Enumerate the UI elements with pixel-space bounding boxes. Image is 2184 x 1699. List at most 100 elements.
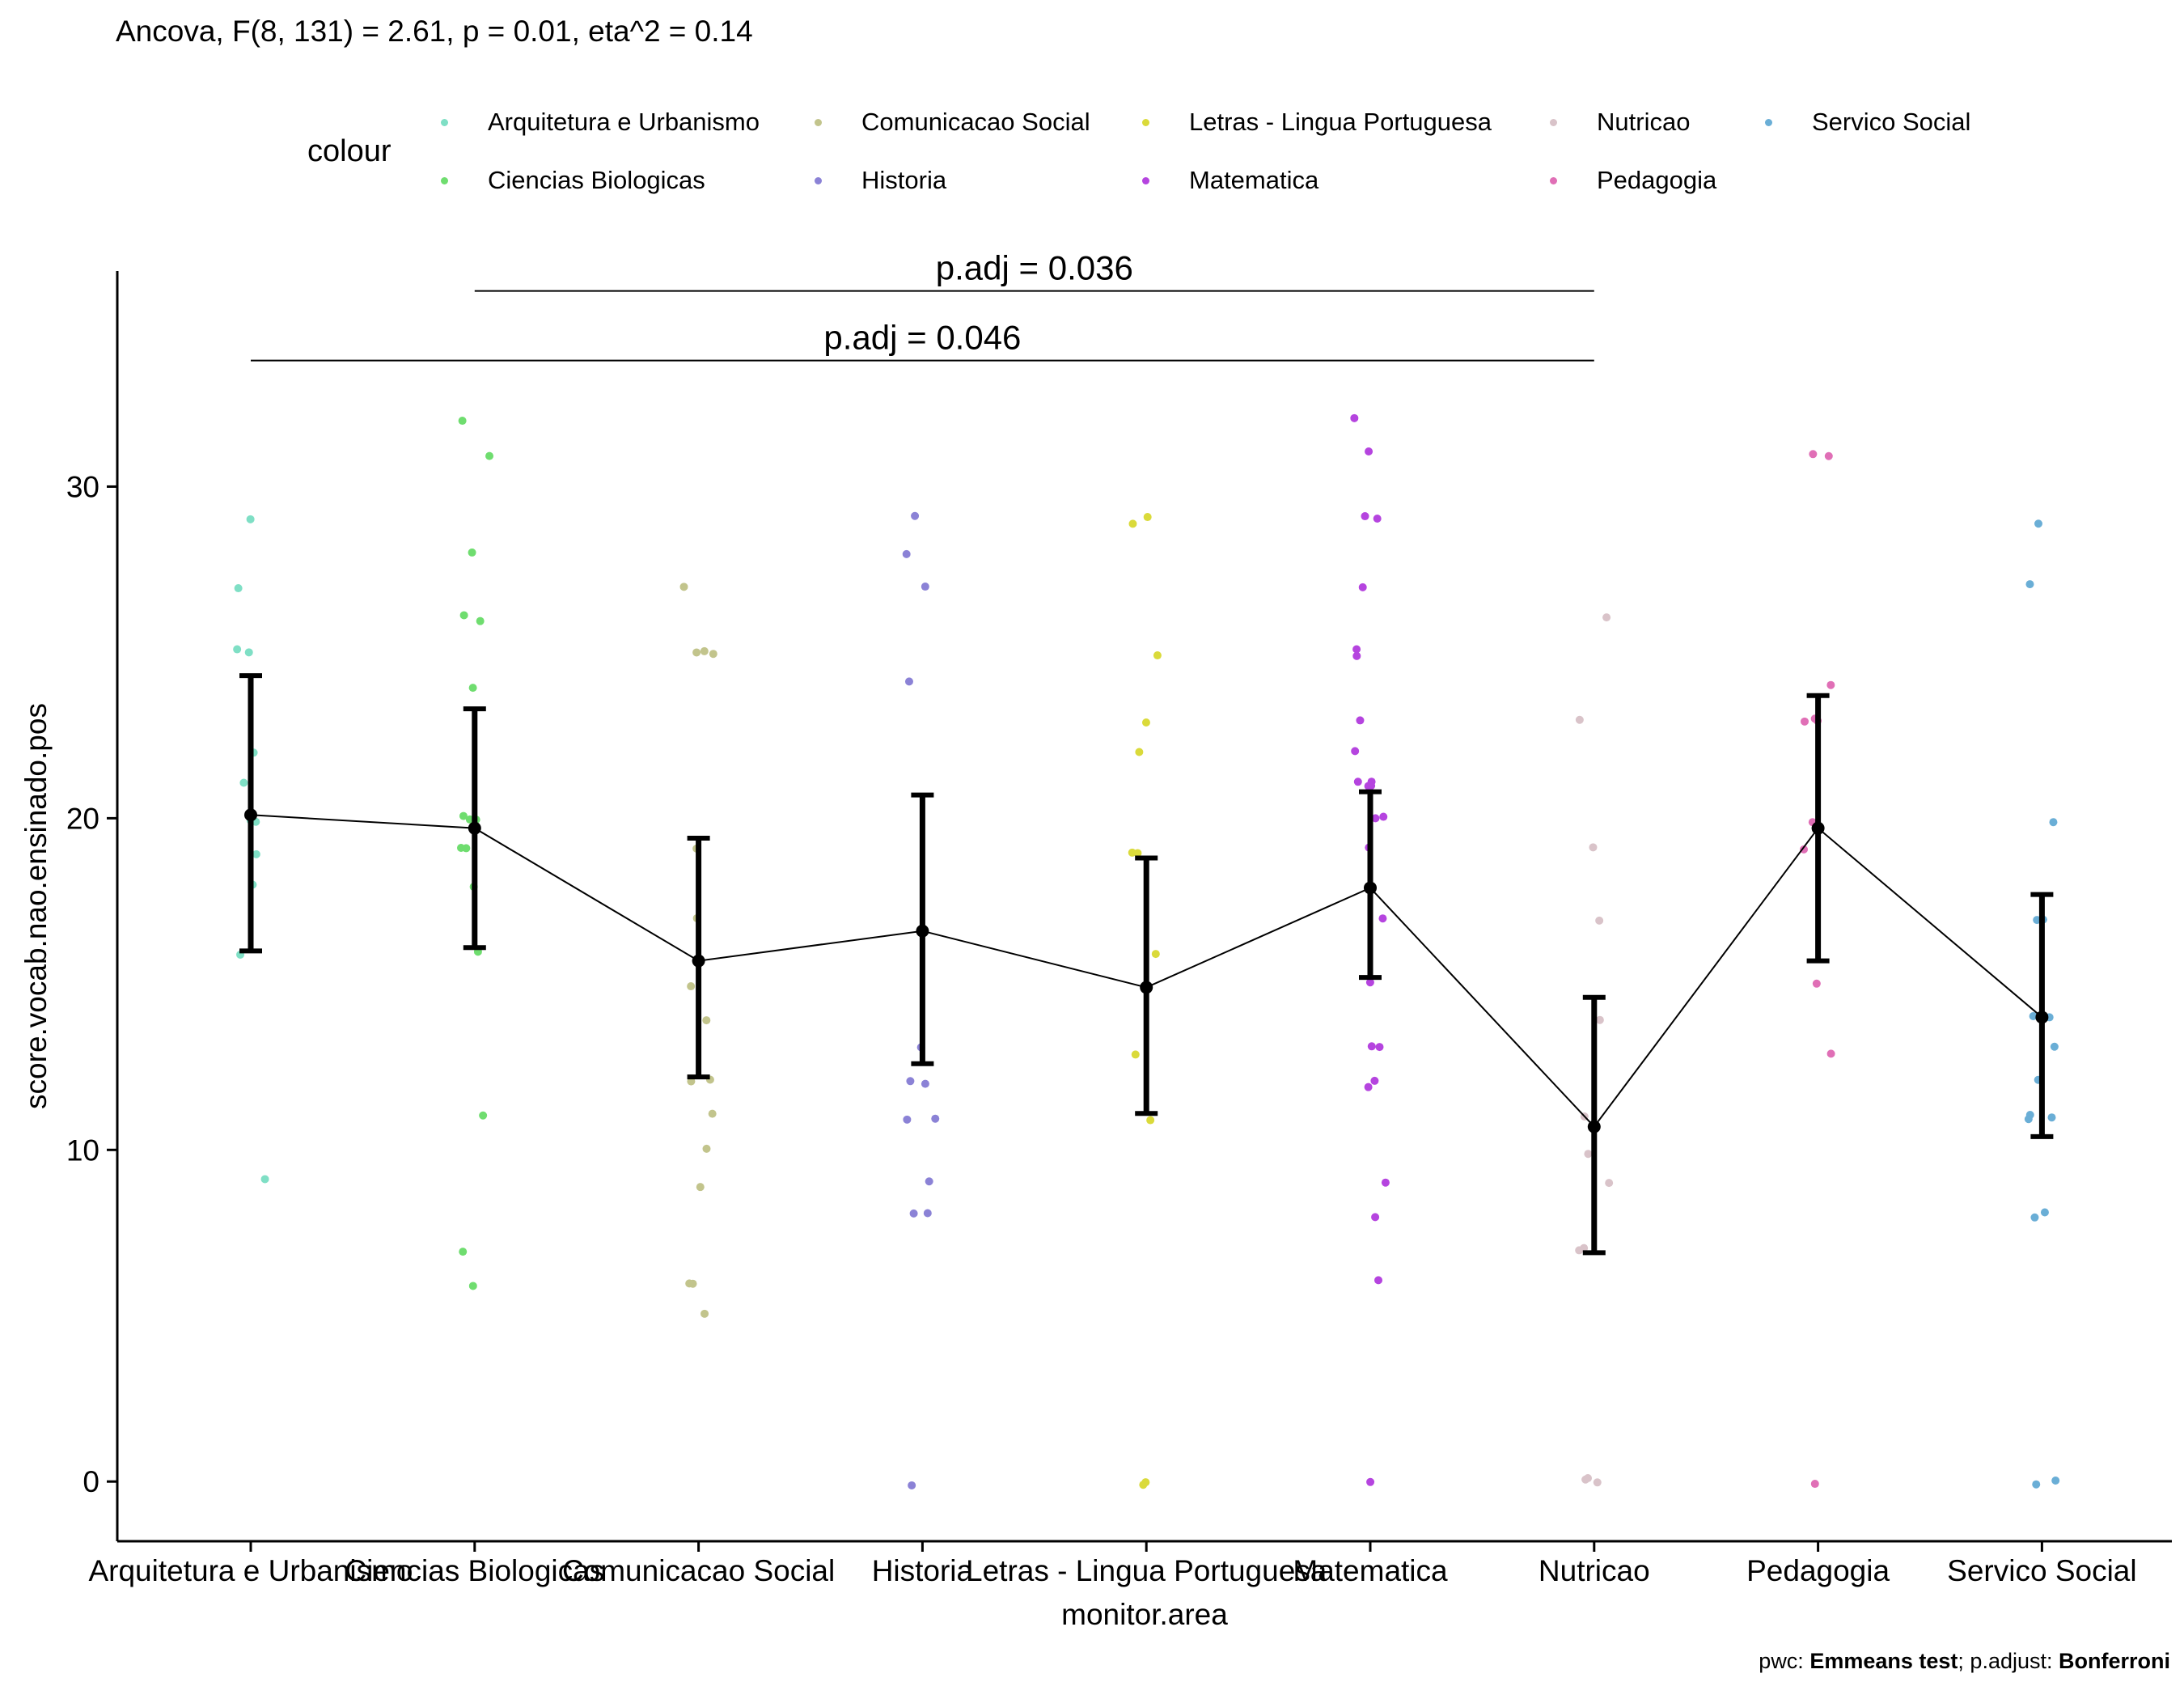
chart-caption: pwc: Emmeans test; p.adjust: Bonferroni bbox=[1759, 1649, 2170, 1674]
data-point bbox=[1809, 450, 1818, 459]
data-point bbox=[1378, 914, 1387, 923]
caption-test: Emmeans test bbox=[1809, 1649, 1958, 1673]
data-point bbox=[1602, 613, 1611, 622]
data-point bbox=[1593, 1478, 1602, 1487]
data-point bbox=[459, 1248, 468, 1256]
data-point bbox=[702, 1016, 711, 1025]
data-point bbox=[1370, 1076, 1379, 1085]
mean-point bbox=[244, 808, 257, 822]
data-point bbox=[1575, 715, 1584, 724]
y-tick-label: 10 bbox=[66, 1133, 99, 1167]
data-point bbox=[708, 1109, 717, 1118]
data-point bbox=[1350, 413, 1359, 422]
caption-prefix: pwc: bbox=[1759, 1649, 1810, 1673]
data-point bbox=[2025, 580, 2034, 589]
mean-point bbox=[692, 954, 705, 968]
data-point bbox=[679, 583, 688, 591]
legend-item: Historia bbox=[815, 164, 946, 197]
data-point bbox=[1365, 447, 1373, 456]
data-point bbox=[700, 1309, 709, 1318]
y-axis-label: score.vocab.nao.ensinado.pos bbox=[19, 703, 53, 1109]
legend-item: Pedagogia bbox=[1550, 164, 1716, 197]
data-point bbox=[902, 549, 911, 558]
data-point bbox=[687, 982, 696, 991]
y-tick-label: 20 bbox=[66, 802, 99, 835]
data-point bbox=[1135, 748, 1144, 756]
data-point bbox=[1801, 717, 1809, 726]
data-point bbox=[2033, 916, 2042, 925]
legend-dot-icon bbox=[1142, 176, 1149, 184]
data-point bbox=[923, 1209, 932, 1218]
data-point bbox=[1141, 718, 1150, 727]
legend-label: Ciencias Biologicas bbox=[488, 166, 705, 194]
data-point bbox=[1379, 812, 1388, 821]
data-point bbox=[931, 1114, 940, 1123]
data-point bbox=[459, 611, 468, 620]
legend-label: Comunicacao Social bbox=[861, 108, 1090, 136]
data-point bbox=[1595, 1015, 1604, 1024]
legend-dot-icon bbox=[441, 118, 448, 126]
x-tick-label: Servico Social bbox=[1947, 1554, 2136, 1587]
data-point bbox=[459, 811, 468, 820]
data-point bbox=[1356, 716, 1365, 725]
data-point bbox=[1367, 782, 1376, 790]
legend-dot-icon bbox=[815, 176, 822, 184]
mean-point bbox=[916, 924, 929, 938]
data-point bbox=[1584, 1474, 1593, 1483]
legend-label: Historia bbox=[861, 166, 947, 194]
legend-label: Pedagogia bbox=[1597, 166, 1717, 194]
data-point bbox=[911, 511, 920, 520]
data-point bbox=[1589, 843, 1598, 852]
data-point bbox=[2025, 1111, 2034, 1120]
legend-label: Nutricao bbox=[1597, 108, 1691, 136]
data-point bbox=[1367, 1042, 1376, 1051]
legend-dot-icon bbox=[1550, 118, 1557, 126]
data-point bbox=[2047, 1113, 2056, 1122]
legend-label: Servico Social bbox=[1812, 108, 1971, 136]
data-point bbox=[700, 646, 709, 655]
data-point bbox=[1584, 1150, 1593, 1159]
data-point bbox=[1375, 1043, 1384, 1052]
mean-point bbox=[1364, 881, 1377, 895]
legend-item: Comunicacao Social bbox=[815, 106, 1090, 138]
data-point bbox=[1595, 916, 1604, 925]
data-point bbox=[468, 684, 477, 693]
data-point bbox=[1131, 1050, 1140, 1059]
x-tick-label: Pedagogia bbox=[1746, 1554, 1890, 1587]
x-tick-label: Comunicacao Social bbox=[562, 1554, 835, 1587]
x-tick-label: Matematica bbox=[1293, 1554, 1448, 1587]
data-point bbox=[908, 1481, 916, 1489]
data-point bbox=[1352, 645, 1361, 654]
x-tick-label: Arquitetura e Urbanismo bbox=[88, 1554, 413, 1587]
data-point bbox=[1153, 651, 1162, 660]
legend-dot-icon bbox=[1765, 118, 1772, 126]
data-point bbox=[468, 548, 476, 557]
data-point bbox=[2050, 1042, 2059, 1051]
data-point bbox=[1373, 515, 1382, 523]
data-point bbox=[1580, 1244, 1589, 1252]
caption-middle: ; p.adjust: bbox=[1958, 1649, 2059, 1673]
data-point bbox=[2051, 1476, 2060, 1485]
data-point bbox=[1810, 1480, 1819, 1489]
data-point bbox=[1352, 651, 1361, 660]
data-point bbox=[1361, 512, 1369, 521]
legend-item: Ciencias Biologicas bbox=[441, 164, 705, 197]
data-point bbox=[1151, 950, 1160, 959]
data-point bbox=[1826, 1049, 1835, 1058]
data-point bbox=[485, 451, 494, 460]
data-point bbox=[1605, 1179, 1614, 1188]
legend-dot-icon bbox=[1142, 118, 1149, 126]
data-point bbox=[1358, 583, 1367, 591]
x-tick-label: Nutricao bbox=[1539, 1554, 1650, 1587]
chart-subtitle: Ancova, F(8, 131) = 2.61, p = 0.01, eta^… bbox=[116, 15, 753, 48]
legend-label: Arquitetura e Urbanismo bbox=[488, 108, 760, 136]
data-point bbox=[1146, 1116, 1155, 1125]
data-point bbox=[1141, 1478, 1150, 1487]
data-point bbox=[462, 844, 471, 853]
data-point bbox=[1371, 814, 1380, 823]
legend-item: Letras - Lingua Portuguesa bbox=[1142, 106, 1492, 138]
data-point bbox=[233, 645, 242, 654]
data-point bbox=[1133, 849, 1142, 858]
data-point bbox=[709, 650, 717, 659]
